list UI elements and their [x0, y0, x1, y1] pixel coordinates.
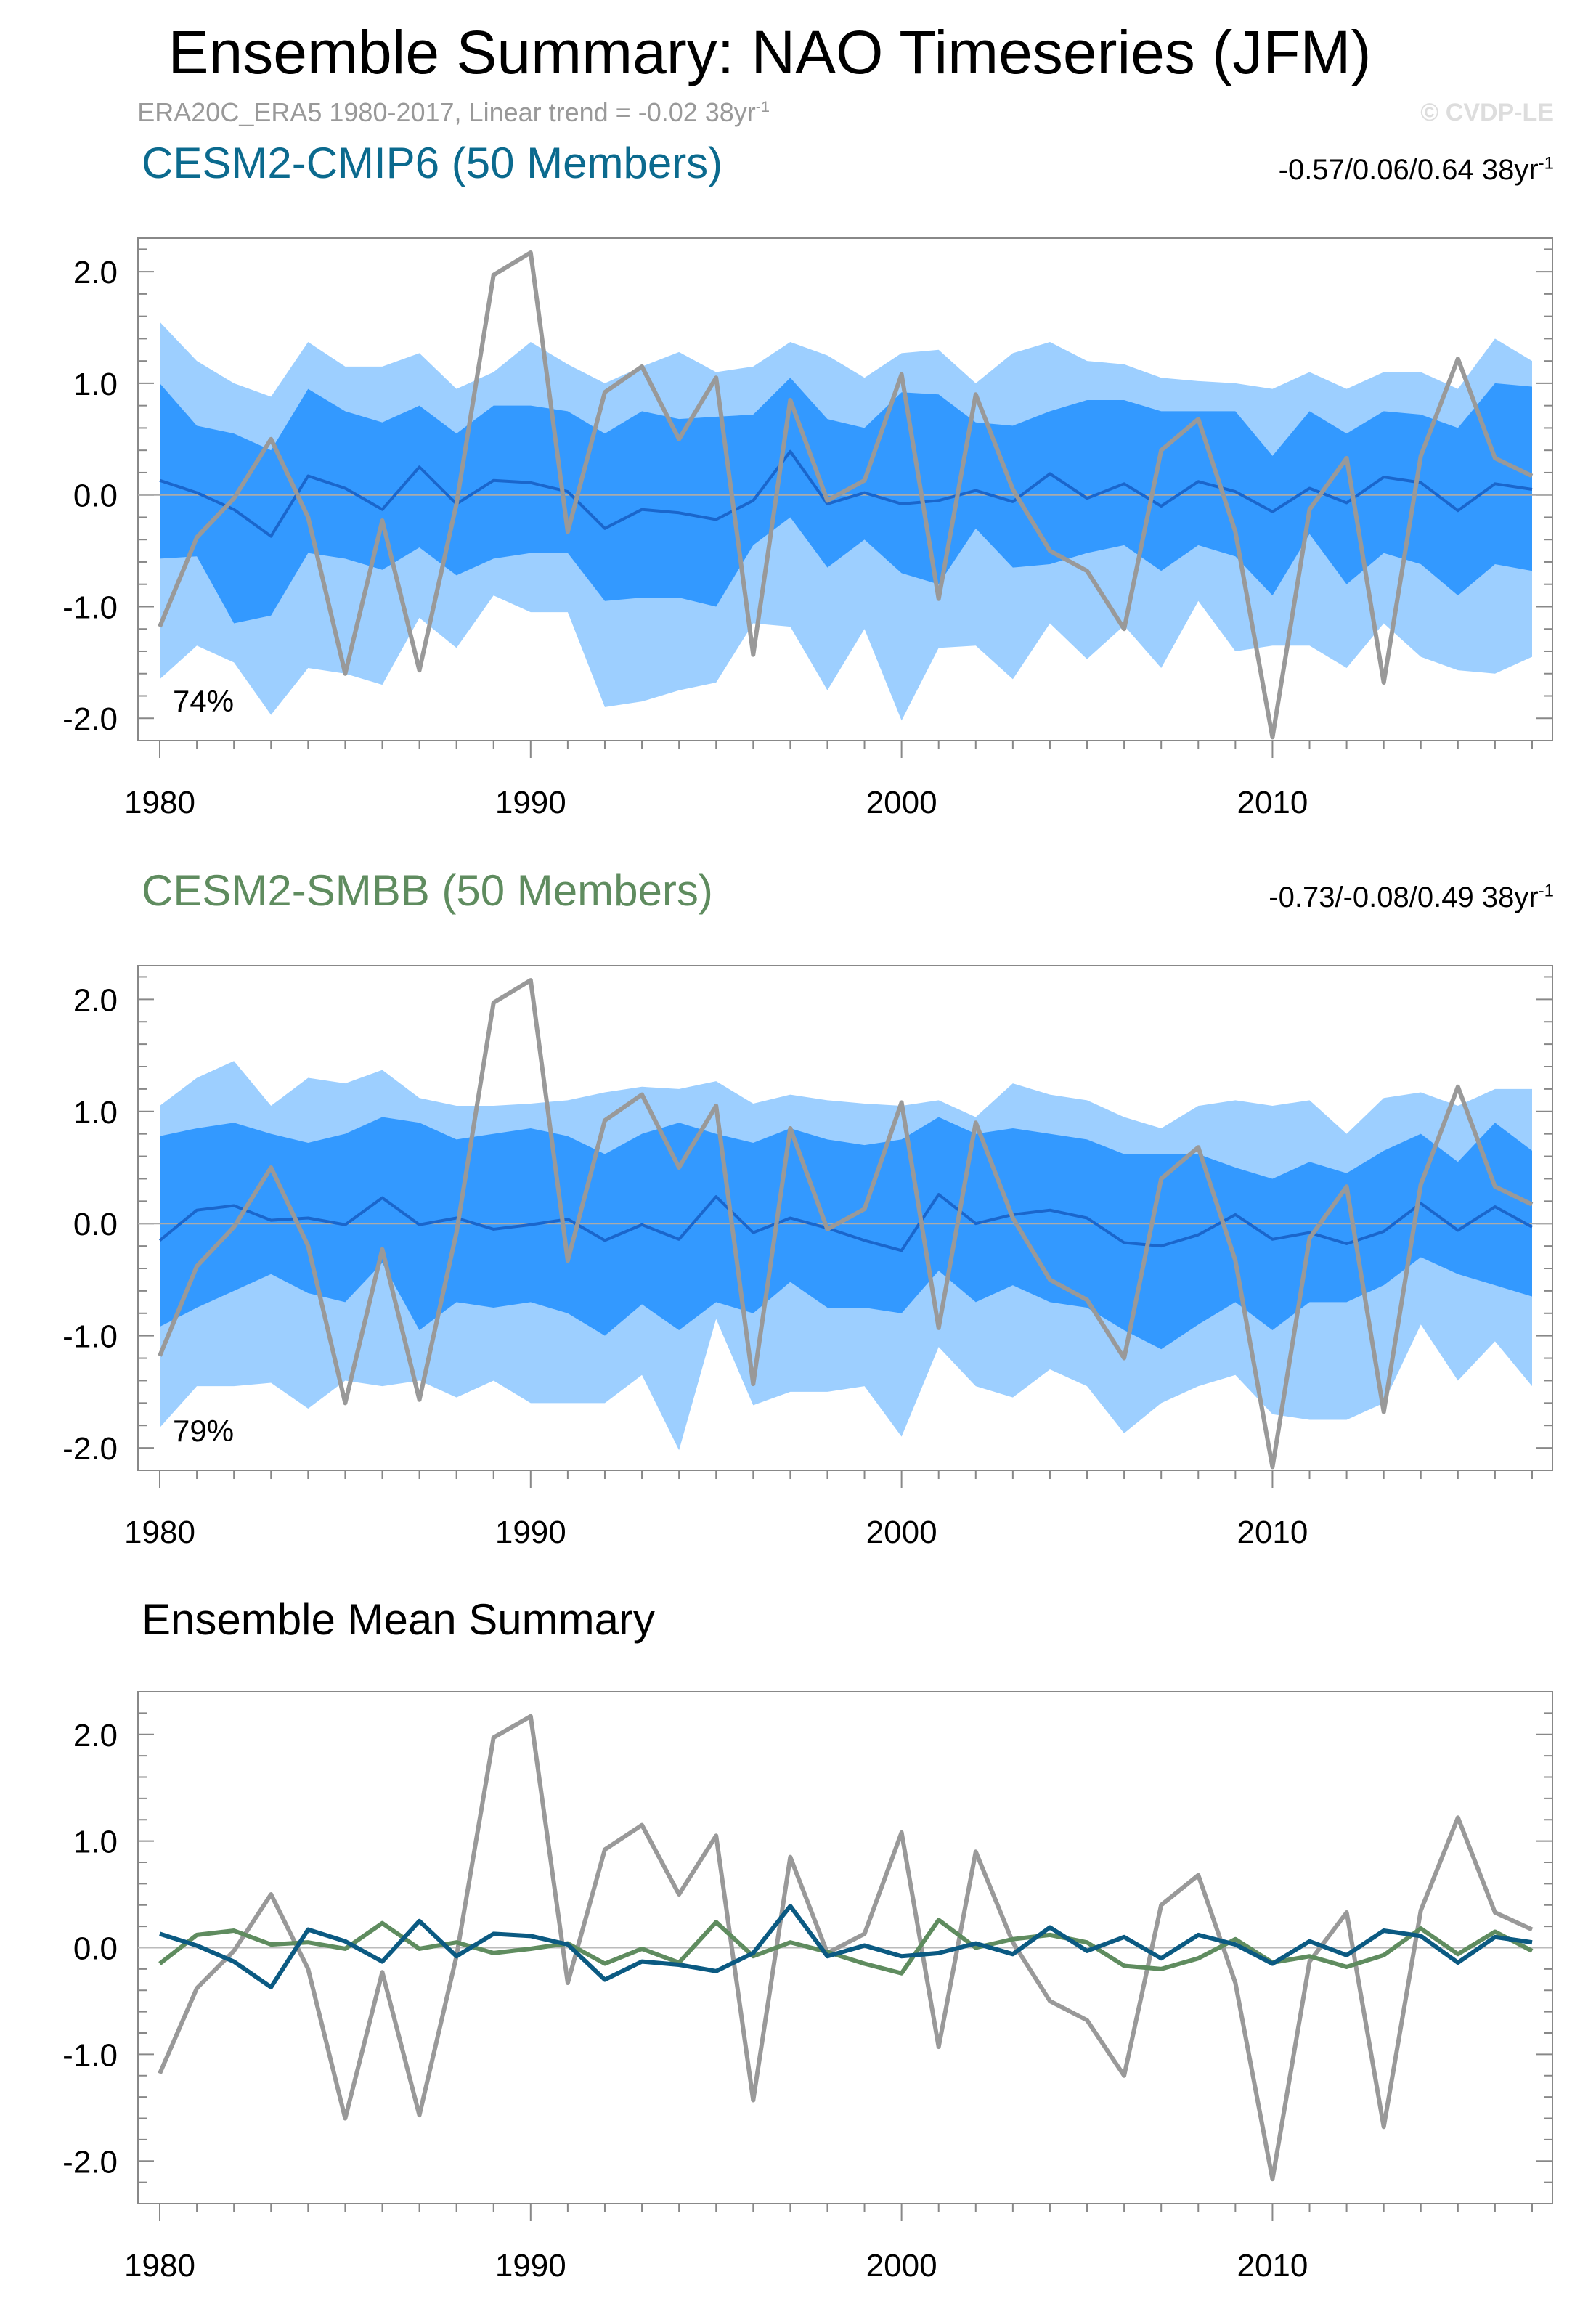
- x-tick-label: 2010: [1237, 2248, 1308, 2284]
- y-tick-label: 1.0: [73, 1095, 118, 1130]
- x-tick-label: 1980: [124, 785, 195, 820]
- x-tick-label: 1990: [495, 2248, 566, 2284]
- y-tick-label: -1.0: [62, 1319, 118, 1355]
- inner-spread-band: [160, 378, 1532, 624]
- ensemble-mean-line: [158, 1193, 1533, 1252]
- x-tick-label: 2000: [866, 1515, 937, 1550]
- y-tick-label: 1.0: [73, 1825, 118, 1860]
- y-tick-label: 2.0: [73, 1718, 118, 1753]
- x-tick-label: 1980: [124, 1515, 195, 1550]
- observation-line: [158, 978, 1534, 1470]
- trend-label-smbb: -0.73/-0.08/0.49 38yr-1: [1269, 881, 1554, 914]
- y-tick-label: 1.0: [73, 367, 118, 402]
- observation-line: [158, 1714, 1534, 2182]
- y-tick-label: 0.0: [73, 1931, 118, 1967]
- observation-line: [158, 250, 1534, 740]
- trend-superscript-cmip6: -1: [1538, 153, 1554, 174]
- y-tick-label: 2.0: [73, 255, 118, 290]
- trend-superscript-smbb: -1: [1538, 881, 1554, 901]
- y-tick-label: 0.0: [73, 1207, 118, 1242]
- plot-frame: [137, 237, 1553, 741]
- plot-frame: [137, 965, 1553, 1471]
- y-tick-label: -1.0: [62, 590, 118, 625]
- y-tick-label: -1.0: [62, 2037, 118, 2073]
- x-tick-label: 2000: [866, 2248, 937, 2284]
- panel-title-cmip6: CESM2-CMIP6 (50 Members): [142, 139, 723, 187]
- trend-label-cmip6: -0.57/0.06/0.64 38yr-1: [1279, 154, 1554, 187]
- subtitle: ERA20C_ERA5 1980-2017, Linear trend = -0…: [0, 97, 770, 128]
- trend-text-cmip6: -0.57/0.06/0.64 38yr: [1278, 154, 1539, 186]
- ensemble-mean-line: [159, 449, 1533, 538]
- credit-label: © CVDP-LE: [1420, 99, 1554, 126]
- smbb-mean-line: [158, 1918, 1534, 1976]
- y-tick-label: -2.0: [62, 701, 118, 737]
- chart-panel-cmip6: 2.0 1.0 0.0 -1.0 -2.0 1980 1990 2000 2010 74%: [62, 237, 1553, 820]
- panel-title-smbb: CESM2-SMBB (50 Members): [142, 866, 713, 915]
- panel-title-summary: Ensemble Mean Summary: [142, 1595, 655, 1644]
- y-tick-label: 2.0: [73, 982, 118, 1018]
- x-tick-label: 1980: [124, 2248, 195, 2284]
- y-tick-label: -2.0: [62, 2144, 118, 2180]
- y-tick-label: -2.0: [62, 1431, 118, 1467]
- x-tick-label: 1990: [495, 785, 566, 820]
- cmip6-mean-line: [159, 1904, 1533, 1989]
- trend-text-smbb: -0.73/-0.08/0.49 38yr: [1269, 881, 1539, 913]
- chart-panel-smbb: 2.0 1.0 0.0 -1.0 -2.0 1980 1990 2000 2010 79%: [62, 965, 1553, 1550]
- x-tick-label: 1990: [495, 1515, 566, 1550]
- subtitle-text: ERA20C_ERA5 1980-2017, Linear trend = -0…: [137, 97, 756, 127]
- x-tick-label: 2010: [1237, 785, 1308, 820]
- x-tick-label: 2010: [1237, 1515, 1308, 1550]
- main-title: Ensemble Summary: NAO Timeseries (JFM): [168, 18, 1372, 86]
- y-tick-label: 0.0: [73, 478, 118, 514]
- x-tick-label: 2000: [866, 785, 937, 820]
- percent-label: 74%: [173, 684, 234, 718]
- percent-label: 79%: [173, 1414, 234, 1448]
- subtitle-superscript: -1: [755, 97, 770, 115]
- chart-panel-summary: 2.0 1.0 0.0 -1.0 -2.0 1980 1990 2000 2010: [62, 1691, 1553, 2284]
